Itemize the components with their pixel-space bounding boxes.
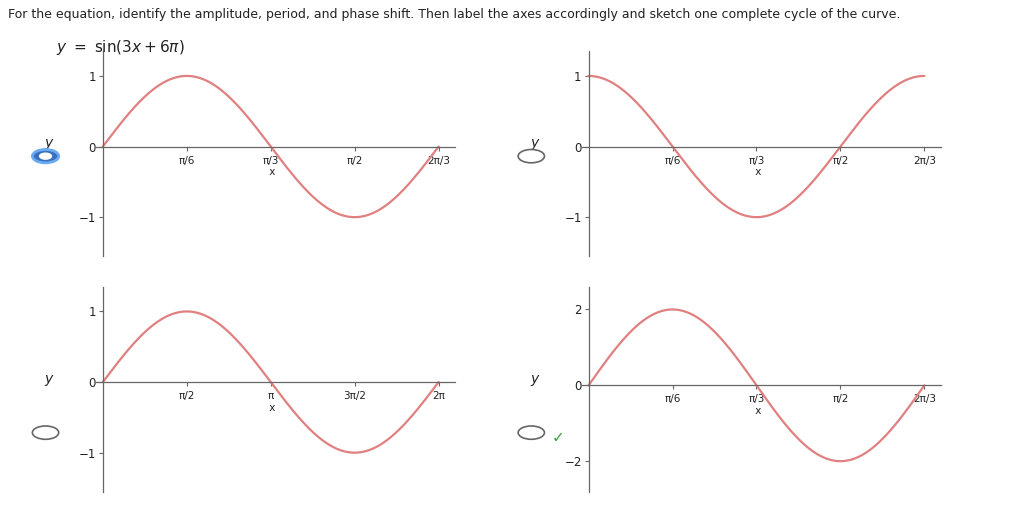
Text: For the equation, identify the amplitude, period, and phase shift. Then label th: For the equation, identify the amplitude… xyxy=(8,8,900,20)
Text: y: y xyxy=(44,372,53,386)
Text: y: y xyxy=(530,372,538,386)
Text: $y \ = \ \sin(3x + 6\pi)$: $y \ = \ \sin(3x + 6\pi)$ xyxy=(56,38,184,57)
Text: ✓: ✓ xyxy=(551,431,564,445)
Text: y: y xyxy=(44,136,53,151)
Text: y: y xyxy=(530,136,538,151)
